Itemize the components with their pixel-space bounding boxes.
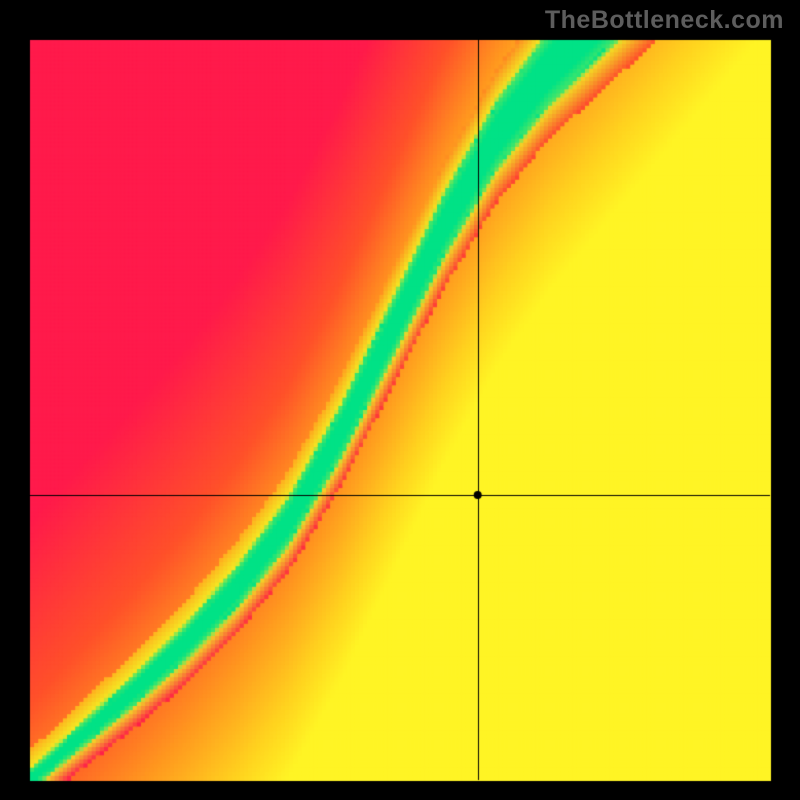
bottleneck-heatmap [0,0,800,800]
chart-frame: { "watermark": { "text": "TheBottleneck.… [0,0,800,800]
